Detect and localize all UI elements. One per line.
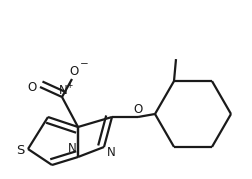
Text: N: N [68,142,76,154]
Text: O: O [69,64,79,78]
Text: N: N [59,83,67,96]
Text: S: S [16,144,24,158]
Text: +: + [66,81,72,90]
Text: N: N [107,146,115,158]
Text: O: O [27,81,37,93]
Text: O: O [133,103,143,115]
Text: −: − [80,59,88,69]
